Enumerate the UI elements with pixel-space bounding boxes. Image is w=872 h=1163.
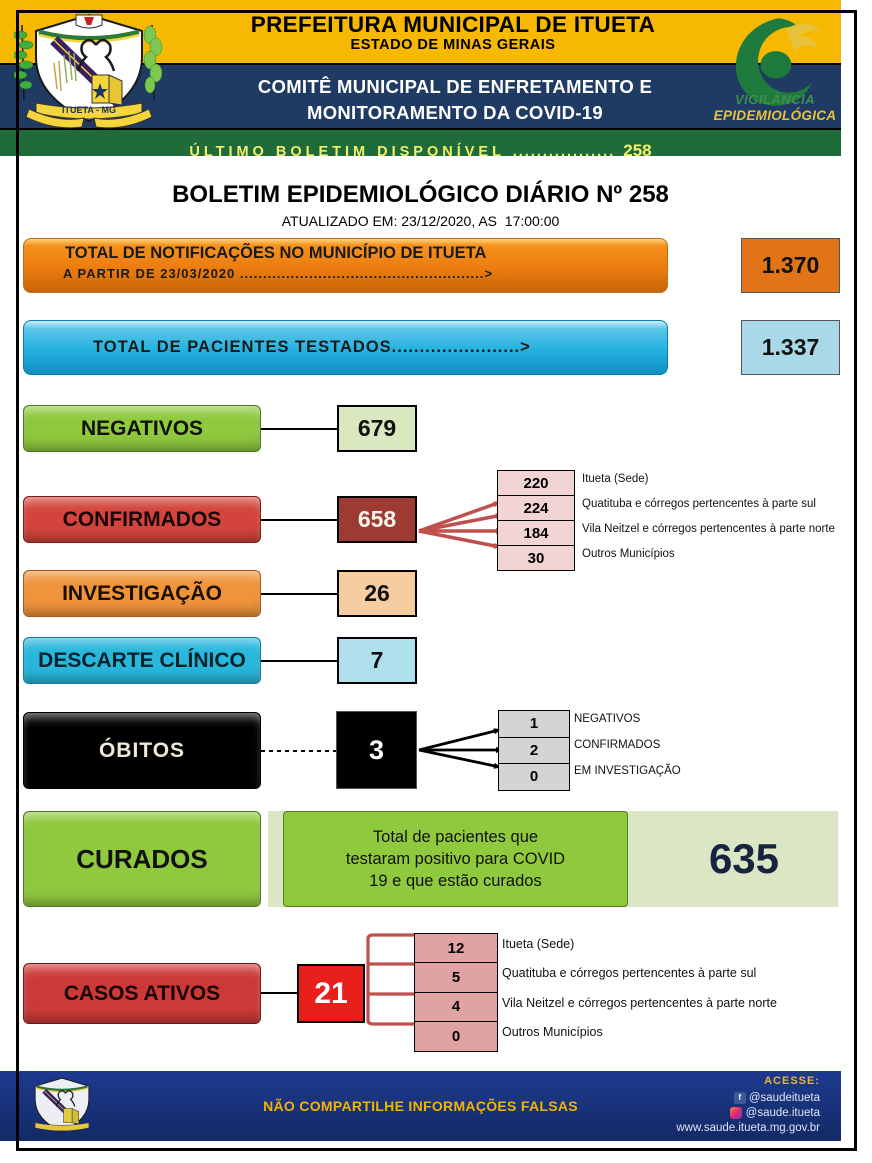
- svg-text:ITUETA - MG: ITUETA - MG: [62, 105, 116, 115]
